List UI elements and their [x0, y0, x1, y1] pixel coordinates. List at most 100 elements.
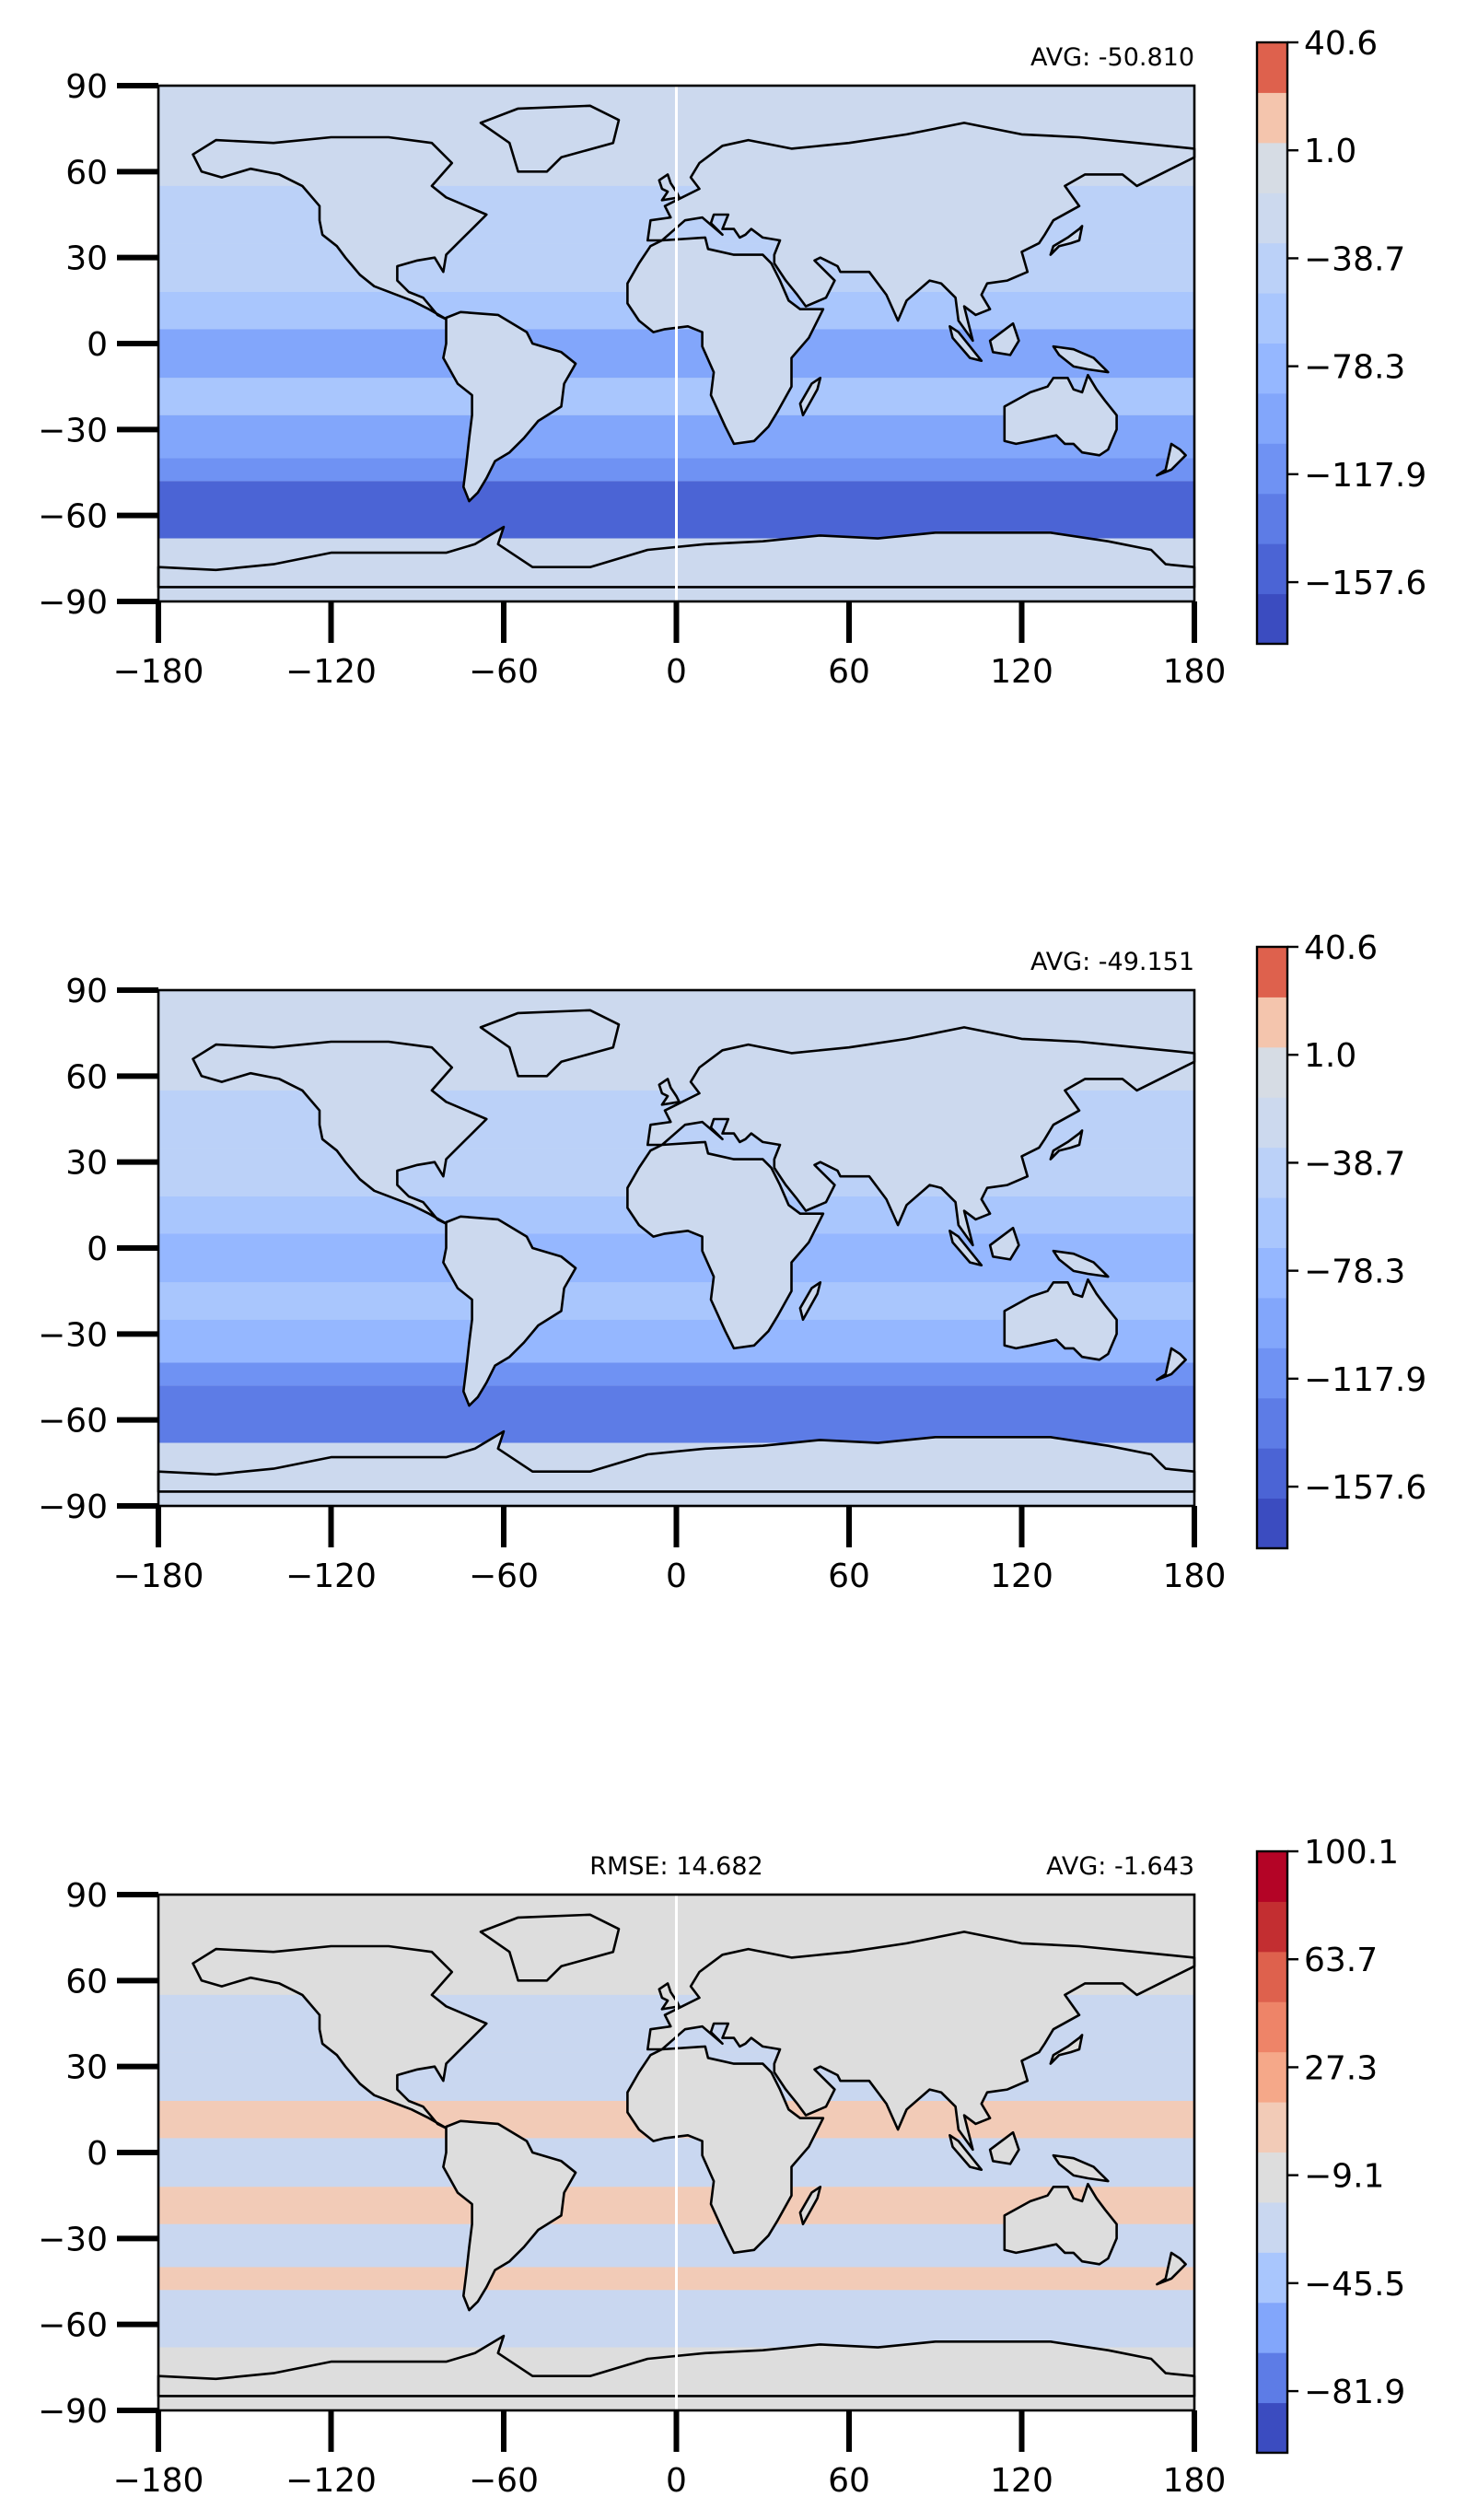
coastline-sumatra: [948, 2134, 983, 2171]
colorbar-segment: [1257, 142, 1287, 193]
coastline-australia: [1003, 1278, 1118, 1361]
coastline-sumatra: [948, 325, 983, 362]
colorbar: 40.6 1.0 −38.7 −78.3 −117.9 −157.6: [1255, 929, 1426, 1550]
colorbar-tick-label: −117.9: [1304, 1361, 1426, 1399]
x-tick-label: 0: [666, 2462, 687, 2500]
colorbar-tick-label: 100.1: [1304, 1834, 1399, 1872]
y-tick-label: −90: [38, 584, 108, 622]
colorbar-segment: [1257, 343, 1287, 394]
colorbar-segment: [1257, 1097, 1287, 1149]
colorbar-segment: [1257, 192, 1287, 244]
colorbar-segment: [1257, 2352, 1287, 2404]
y-tick-label: −30: [38, 1316, 108, 1354]
colorbar-segment: [1257, 392, 1287, 444]
colorbar-tick-label: 27.3: [1304, 2049, 1378, 2087]
map-panel-2: 90 60 30 0 −30 −60 −90−180 −120 −60 0 60 120 180 AVG:…: [38, 929, 1426, 1595]
y-tick-label: 60: [65, 1058, 108, 1096]
colorbar-segment: [1257, 1901, 1287, 1953]
x-tick-label: 180: [1163, 2462, 1227, 2500]
y-tick-label: 0: [87, 326, 108, 364]
contour-band: [158, 1233, 1194, 1283]
colorbar-segment: [1257, 2001, 1287, 2053]
colorbar-tick-label: −157.6: [1304, 565, 1426, 602]
y-tick-label: −60: [38, 2307, 108, 2345]
x-tick-label: −180: [113, 1558, 204, 1595]
colorbar-tick-label: −9.1: [1304, 2158, 1384, 2196]
avg-label: AVG: -49.151: [1030, 948, 1194, 976]
x-tick-label: −60: [469, 2462, 539, 2500]
colorbar-tick-label: 1.0: [1304, 133, 1356, 170]
x-tick-label: 180: [1163, 1558, 1227, 1595]
colorbar-segment: [1257, 2152, 1287, 2203]
colorbar-segment: [1257, 543, 1287, 595]
coastline-new-guinea: [1052, 2153, 1110, 2183]
colorbar-segment: [1257, 1147, 1287, 1198]
colorbar-tick-label: −81.9: [1304, 2374, 1405, 2411]
coastline-australia: [1003, 373, 1118, 457]
colorbar-segment: [1257, 2051, 1287, 2103]
avg-label: AVG: -1.643: [1046, 1852, 1194, 1881]
x-tick-label: −60: [469, 653, 539, 691]
colorbar-frame: [1255, 1849, 1289, 2455]
y-tick-label: 30: [65, 2049, 108, 2087]
colorbar-segment: [1257, 1297, 1287, 1348]
x-tick-label: 60: [828, 653, 870, 691]
coastline-north-america: [192, 135, 488, 322]
colorbar-tick-label: −117.9: [1304, 457, 1426, 495]
y-tick-label: −60: [38, 1403, 108, 1441]
coastline-greenland: [479, 1913, 621, 1982]
coastline-uk: [658, 173, 681, 202]
colorbar-segment: [1257, 2302, 1287, 2353]
coastline-north-america: [192, 1040, 488, 1227]
colorbar-segment: [1257, 947, 1287, 998]
colorbar-segment: [1257, 92, 1287, 144]
coastline-new-guinea: [1052, 344, 1110, 374]
coastline-uk: [658, 1982, 681, 2011]
colorbar-tick-label: 40.6: [1304, 25, 1378, 63]
coastline-borneo: [988, 1226, 1020, 1261]
colorbar-segment: [1257, 1247, 1287, 1299]
colorbar-segment: [1257, 1348, 1287, 1399]
colorbar-tick-label: −78.3: [1304, 349, 1405, 387]
y-tick-label: −60: [38, 498, 108, 536]
colorbar: 40.6 1.0 −38.7 −78.3 −117.9 −157.6: [1255, 25, 1426, 646]
colorbar-segment: [1257, 997, 1287, 1048]
coastline-greenland: [479, 1009, 621, 1078]
y-tick-label: 0: [87, 1231, 108, 1268]
colorbar-segment: [1257, 2252, 1287, 2304]
coastline-north-america: [192, 1944, 488, 2131]
y-tick-label: 90: [65, 68, 108, 106]
colorbar-segment: [1257, 2201, 1287, 2253]
colorbar-segment: [1257, 493, 1287, 544]
x-tick-label: 120: [990, 1558, 1053, 1595]
coastline-australia: [1003, 2182, 1118, 2266]
x-tick-label: 180: [1163, 653, 1227, 691]
x-tick-label: −60: [469, 1558, 539, 1595]
coastline-madagascar: [798, 1281, 822, 1322]
y-tick-label: 30: [65, 1145, 108, 1183]
colorbar-tick-label: −45.5: [1304, 2266, 1405, 2304]
colorbar-segment: [1257, 293, 1287, 344]
colorbar-segment: [1257, 1046, 1287, 1098]
y-tick-label: 60: [65, 1963, 108, 2001]
colorbar: 100.1 63.7 27.3 −9.1 −45.5 −81.9: [1255, 1834, 1405, 2455]
x-tick-label: −120: [285, 1558, 377, 1595]
x-tick-label: −120: [285, 2462, 377, 2500]
y-tick-label: −30: [38, 2221, 108, 2258]
y-tick-label: −90: [38, 2393, 108, 2431]
colorbar-tick-label: 1.0: [1304, 1037, 1356, 1075]
coastline-japan: [1049, 225, 1084, 256]
colorbar-frame: [1255, 945, 1289, 1550]
y-tick-label: 90: [65, 973, 108, 1010]
map-panel-3: 90 60 30 0 −30 −60 −90−180 −120 −60 0 60 120 180 AVG:…: [38, 1834, 1405, 2500]
coastline-greenland: [479, 104, 621, 173]
x-tick-label: 0: [666, 1558, 687, 1595]
colorbar-segment: [1257, 1197, 1287, 1248]
x-tick-label: 120: [990, 2462, 1053, 2500]
colorbar-segment: [1257, 42, 1287, 93]
colorbar-segment: [1257, 1397, 1287, 1449]
coastline-eurasia: [646, 122, 1196, 343]
colorbar-tick-label: −38.7: [1304, 1145, 1405, 1183]
colorbar-segment: [1257, 1448, 1287, 1499]
